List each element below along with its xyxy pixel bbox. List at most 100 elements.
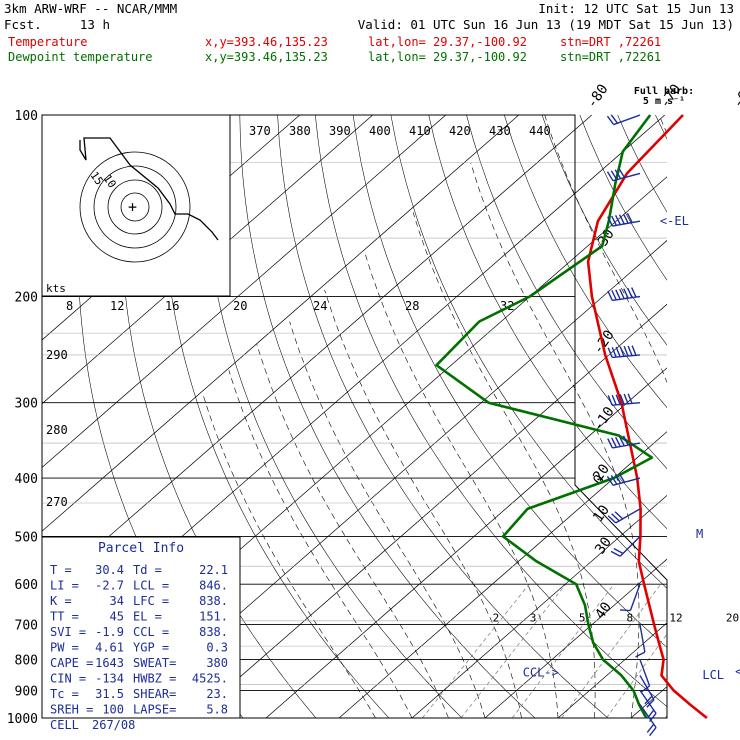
wind-barb-flag — [623, 393, 629, 405]
wind-barb-flag — [610, 475, 618, 485]
dewpoint-line — [435, 114, 654, 719]
fcst-value: 13 h — [80, 17, 110, 32]
mixing-ratio-label: 8 — [626, 612, 633, 625]
parcel-key: CCL = — [133, 625, 169, 639]
sounding-annotation: M — [696, 527, 703, 541]
mixing-ratio-label: 12 — [669, 612, 682, 625]
wind-barb-flag — [611, 513, 620, 522]
wind-barb-staff — [612, 442, 641, 449]
wind-barb-flag — [606, 476, 614, 486]
parcel-value: 22.1 — [199, 563, 228, 577]
dry-adiabat — [428, 115, 667, 530]
parcel-value: 5.8 — [206, 703, 228, 717]
dew-legend-label: Dewpoint temperature — [8, 50, 153, 64]
wind-barb-flag — [646, 699, 655, 708]
parcel-key: Td = — [133, 563, 162, 577]
wind-barb-flag — [607, 395, 613, 406]
mixing-ratio-line — [511, 584, 615, 718]
mixing-ratio-line — [665, 715, 667, 718]
isotherm — [704, 115, 740, 718]
theta-label: 390 — [329, 124, 351, 138]
hodograph-frame — [41, 114, 231, 297]
parcel-box — [41, 536, 241, 719]
temperature-line — [586, 114, 708, 720]
wind-barb-flag — [614, 511, 624, 520]
moist-adiabat — [202, 393, 376, 718]
sounding-profiles — [435, 114, 708, 720]
sounding-annotations: <-EL M CCL-> LCL <-LFC — [523, 214, 740, 682]
wind-barb-staff — [639, 624, 646, 653]
hodograph-trace — [79, 137, 219, 241]
parcel-title: Parcel Info — [98, 541, 184, 556]
hodograph-ring — [107, 179, 163, 235]
wind-barb-flag — [610, 114, 619, 124]
parcel-key: EL = — [133, 610, 162, 624]
theta-label: 430 — [489, 124, 511, 138]
moist-adiabat — [658, 115, 667, 134]
theta-label: 400 — [369, 124, 391, 138]
temp-legend-label: Temperature — [8, 35, 87, 49]
parcel-key: SHEAR= — [133, 687, 176, 701]
wind-barb-flag — [627, 393, 633, 404]
isotherm — [557, 622, 667, 718]
isotherm — [630, 686, 667, 718]
wind-legend-title: Full barb: — [634, 86, 694, 97]
wind-barb-flag — [610, 550, 621, 557]
theta-label: 280 — [46, 423, 68, 437]
mixing-ratio-label: 5 — [579, 612, 586, 625]
parcel-value: 4525. — [192, 672, 228, 686]
isotherm — [338, 431, 667, 718]
hodograph-speed-tick: 20 — [233, 299, 247, 313]
theta-label: 370 — [249, 124, 271, 138]
parcel-value: -2.7 — [95, 579, 124, 593]
theta-label: 410 — [409, 124, 431, 138]
wind-barb-flag — [611, 290, 617, 301]
wind-barb-staff — [639, 675, 655, 701]
pressure-label: 600 — [15, 578, 38, 593]
wind-barb-flag — [618, 436, 625, 447]
wind-barb-flag — [615, 289, 621, 300]
parcel-value: 31.5 — [95, 687, 124, 701]
wind-barb-flag — [646, 723, 655, 733]
parcel-key: CELL — [50, 718, 79, 732]
hodograph-kts-label: kts — [46, 282, 66, 295]
parcel-value: 100 — [102, 703, 124, 717]
isotherm — [42, 115, 520, 532]
moist-adiabat — [470, 162, 640, 718]
moist-adiabat — [324, 289, 522, 718]
isotherm-label: -80 — [584, 81, 612, 111]
wind-barb-flag — [607, 438, 614, 449]
dry-adiabat — [655, 115, 667, 140]
parcel-value: 4.61 — [95, 641, 124, 655]
moist-adiabat — [289, 321, 486, 718]
moist-adiabat — [364, 253, 559, 718]
theta-label: 270 — [46, 495, 68, 509]
isotherm — [42, 115, 374, 405]
pressure-label: 800 — [15, 654, 38, 669]
dry-adiabat — [617, 115, 667, 213]
parcel-key: SVI = — [50, 625, 86, 639]
theta-label: 380 — [289, 124, 311, 138]
parcel-key: LI = — [50, 579, 79, 593]
isotherm — [192, 303, 667, 718]
parcel-key: CAPE = — [50, 656, 93, 670]
parcel-key: PW = — [50, 641, 79, 655]
pressure-label: 700 — [15, 619, 38, 634]
wind-barb-staff — [619, 535, 641, 557]
isotherm-label: 20 — [590, 461, 613, 484]
wind-barb-flag — [615, 394, 621, 405]
wind-barb-flag — [610, 170, 618, 181]
pressure-label: 100 — [15, 109, 38, 124]
parcel-value: -1.9 — [95, 625, 124, 639]
hodograph-ring-label: 10 — [101, 172, 119, 190]
parcel-key: SREH = — [50, 703, 93, 717]
pressure-label: 400 — [15, 472, 38, 487]
temp-legend-stn: stn=DRT ,72261 — [560, 35, 661, 49]
wind-barb-flag — [618, 472, 626, 483]
pressure-label: 200 — [15, 291, 38, 306]
hodograph-ring — [79, 151, 191, 263]
theta-label: 420 — [449, 124, 471, 138]
parcel-key: Tc = — [50, 687, 79, 701]
parcel-key: T = — [50, 563, 72, 577]
